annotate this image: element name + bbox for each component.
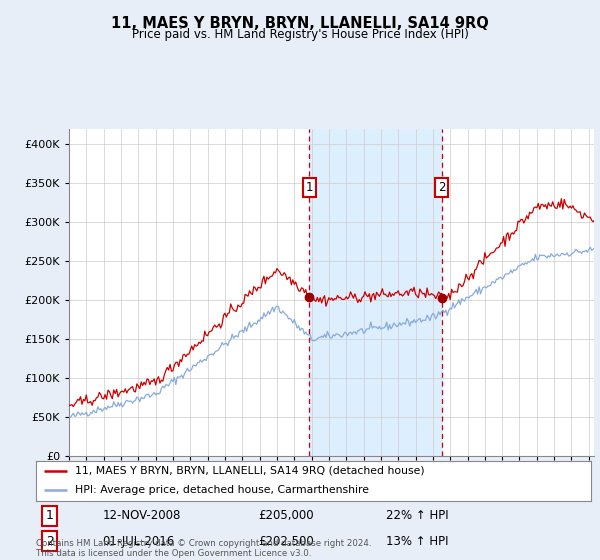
- Text: HPI: Average price, detached house, Carmarthenshire: HPI: Average price, detached house, Carm…: [75, 485, 369, 495]
- Text: 13% ↑ HPI: 13% ↑ HPI: [386, 535, 448, 548]
- Text: 12-NOV-2008: 12-NOV-2008: [103, 509, 181, 522]
- Text: 2: 2: [46, 535, 54, 548]
- Text: 11, MAES Y BRYN, BRYN, LLANELLI, SA14 9RQ (detached house): 11, MAES Y BRYN, BRYN, LLANELLI, SA14 9R…: [75, 465, 424, 475]
- Text: £205,000: £205,000: [258, 509, 314, 522]
- Text: 1: 1: [46, 509, 54, 522]
- Text: 22% ↑ HPI: 22% ↑ HPI: [386, 509, 448, 522]
- Text: Price paid vs. HM Land Registry's House Price Index (HPI): Price paid vs. HM Land Registry's House …: [131, 28, 469, 41]
- Text: 2: 2: [438, 181, 445, 194]
- Text: £202,500: £202,500: [258, 535, 314, 548]
- Bar: [310, 129, 442, 456]
- Text: Contains HM Land Registry data © Crown copyright and database right 2024.
This d: Contains HM Land Registry data © Crown c…: [36, 539, 371, 558]
- Text: 1: 1: [305, 181, 313, 194]
- Text: 01-JUL-2016: 01-JUL-2016: [103, 535, 175, 548]
- Text: 11, MAES Y BRYN, BRYN, LLANELLI, SA14 9RQ: 11, MAES Y BRYN, BRYN, LLANELLI, SA14 9R…: [111, 16, 489, 31]
